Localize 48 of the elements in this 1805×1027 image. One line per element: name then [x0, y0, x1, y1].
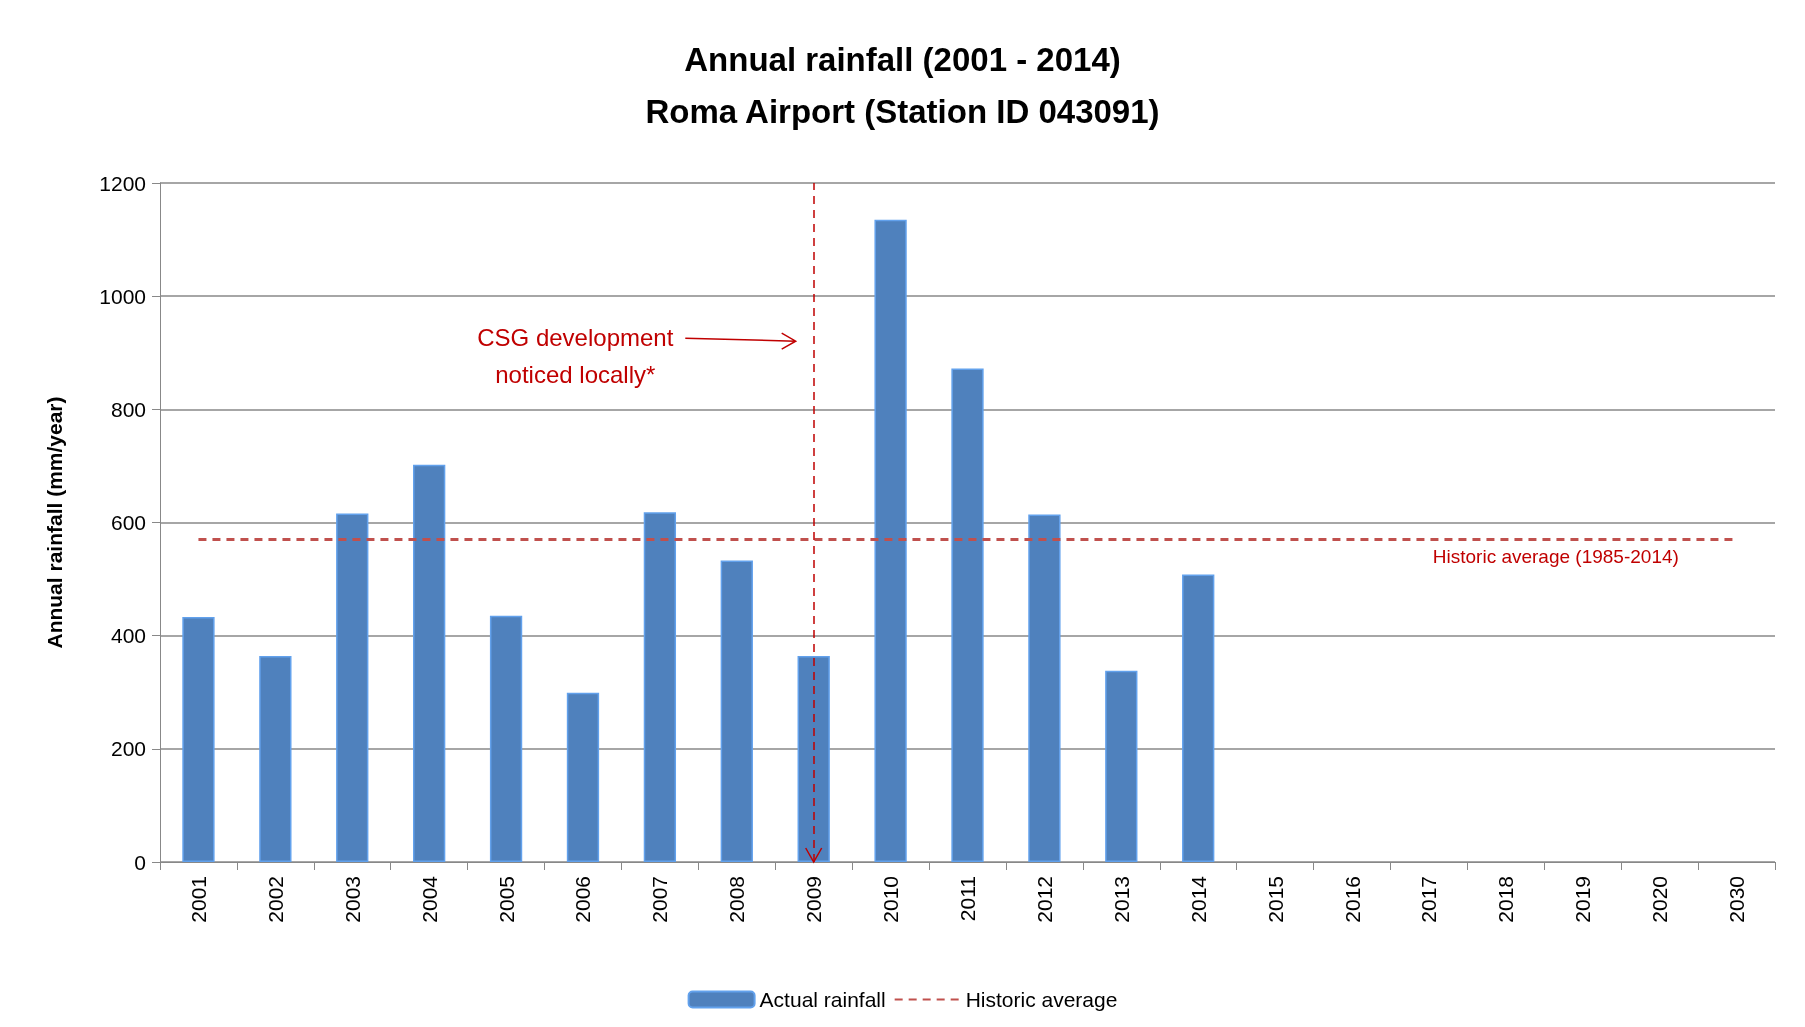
y-tick-label: 200 — [110, 737, 146, 761]
x-tick-label: 2018 — [1494, 876, 1518, 923]
bar — [489, 615, 523, 862]
x-tick-label: 2002 — [263, 876, 287, 923]
x-tick-label: 2019 — [1571, 876, 1595, 923]
x-tick-label: 2017 — [1417, 876, 1441, 923]
bar — [643, 512, 677, 862]
bar — [951, 368, 984, 862]
x-tick-label: 2014 — [1186, 875, 1210, 923]
y-tick-label: 1200 — [99, 171, 146, 195]
y-tick-label: 0 — [134, 850, 146, 874]
y-tick-label: 1000 — [99, 284, 146, 308]
y-tick-label: 800 — [110, 397, 146, 421]
legend-label: Actual rainfall — [759, 988, 886, 1011]
bar — [566, 692, 600, 862]
x-tick-label: 2004 — [417, 875, 441, 923]
x-tick-label: 2020 — [1648, 876, 1672, 923]
bar — [1182, 574, 1215, 862]
x-tick-label: 2006 — [571, 876, 595, 923]
bar — [413, 464, 446, 862]
x-tick-label: 2012 — [1032, 876, 1056, 923]
x-tick-label: 2008 — [725, 876, 749, 923]
bar — [182, 616, 215, 862]
y-axis-title: Annual rainfall (mm/year) — [43, 396, 66, 649]
x-tick-label: 2010 — [879, 876, 903, 923]
bar — [720, 560, 753, 862]
x-tick-label: 2016 — [1340, 876, 1364, 923]
bar — [797, 656, 830, 862]
x-tick-label: 2030 — [1725, 876, 1749, 923]
x-tick-label: 2013 — [1109, 876, 1133, 923]
y-tick-label: 400 — [110, 624, 146, 648]
x-tick-label: 2007 — [648, 876, 672, 923]
bar — [336, 513, 369, 862]
x-tick-label: 2015 — [1263, 876, 1287, 923]
bar — [1105, 670, 1138, 862]
x-tick-label: 2001 — [186, 876, 210, 923]
annotation: CSG development noticed locally* — [477, 324, 674, 389]
x-tick-label: 2011 — [956, 876, 979, 922]
legend-label: Historic average — [965, 988, 1118, 1011]
x-tick-label: 2009 — [802, 876, 826, 923]
y-tick-label: 600 — [110, 511, 146, 534]
bar — [1028, 514, 1061, 862]
annotation: Historic average (1985-2014) — [1432, 546, 1679, 568]
bar — [874, 219, 907, 862]
chart-title: Annual rainfall (2001 - 2014) Roma Airport (Station ID 043091) — [645, 40, 1160, 130]
bar — [259, 656, 292, 862]
x-tick-label: 2005 — [494, 876, 518, 923]
x-tick-label: 2003 — [340, 876, 364, 923]
